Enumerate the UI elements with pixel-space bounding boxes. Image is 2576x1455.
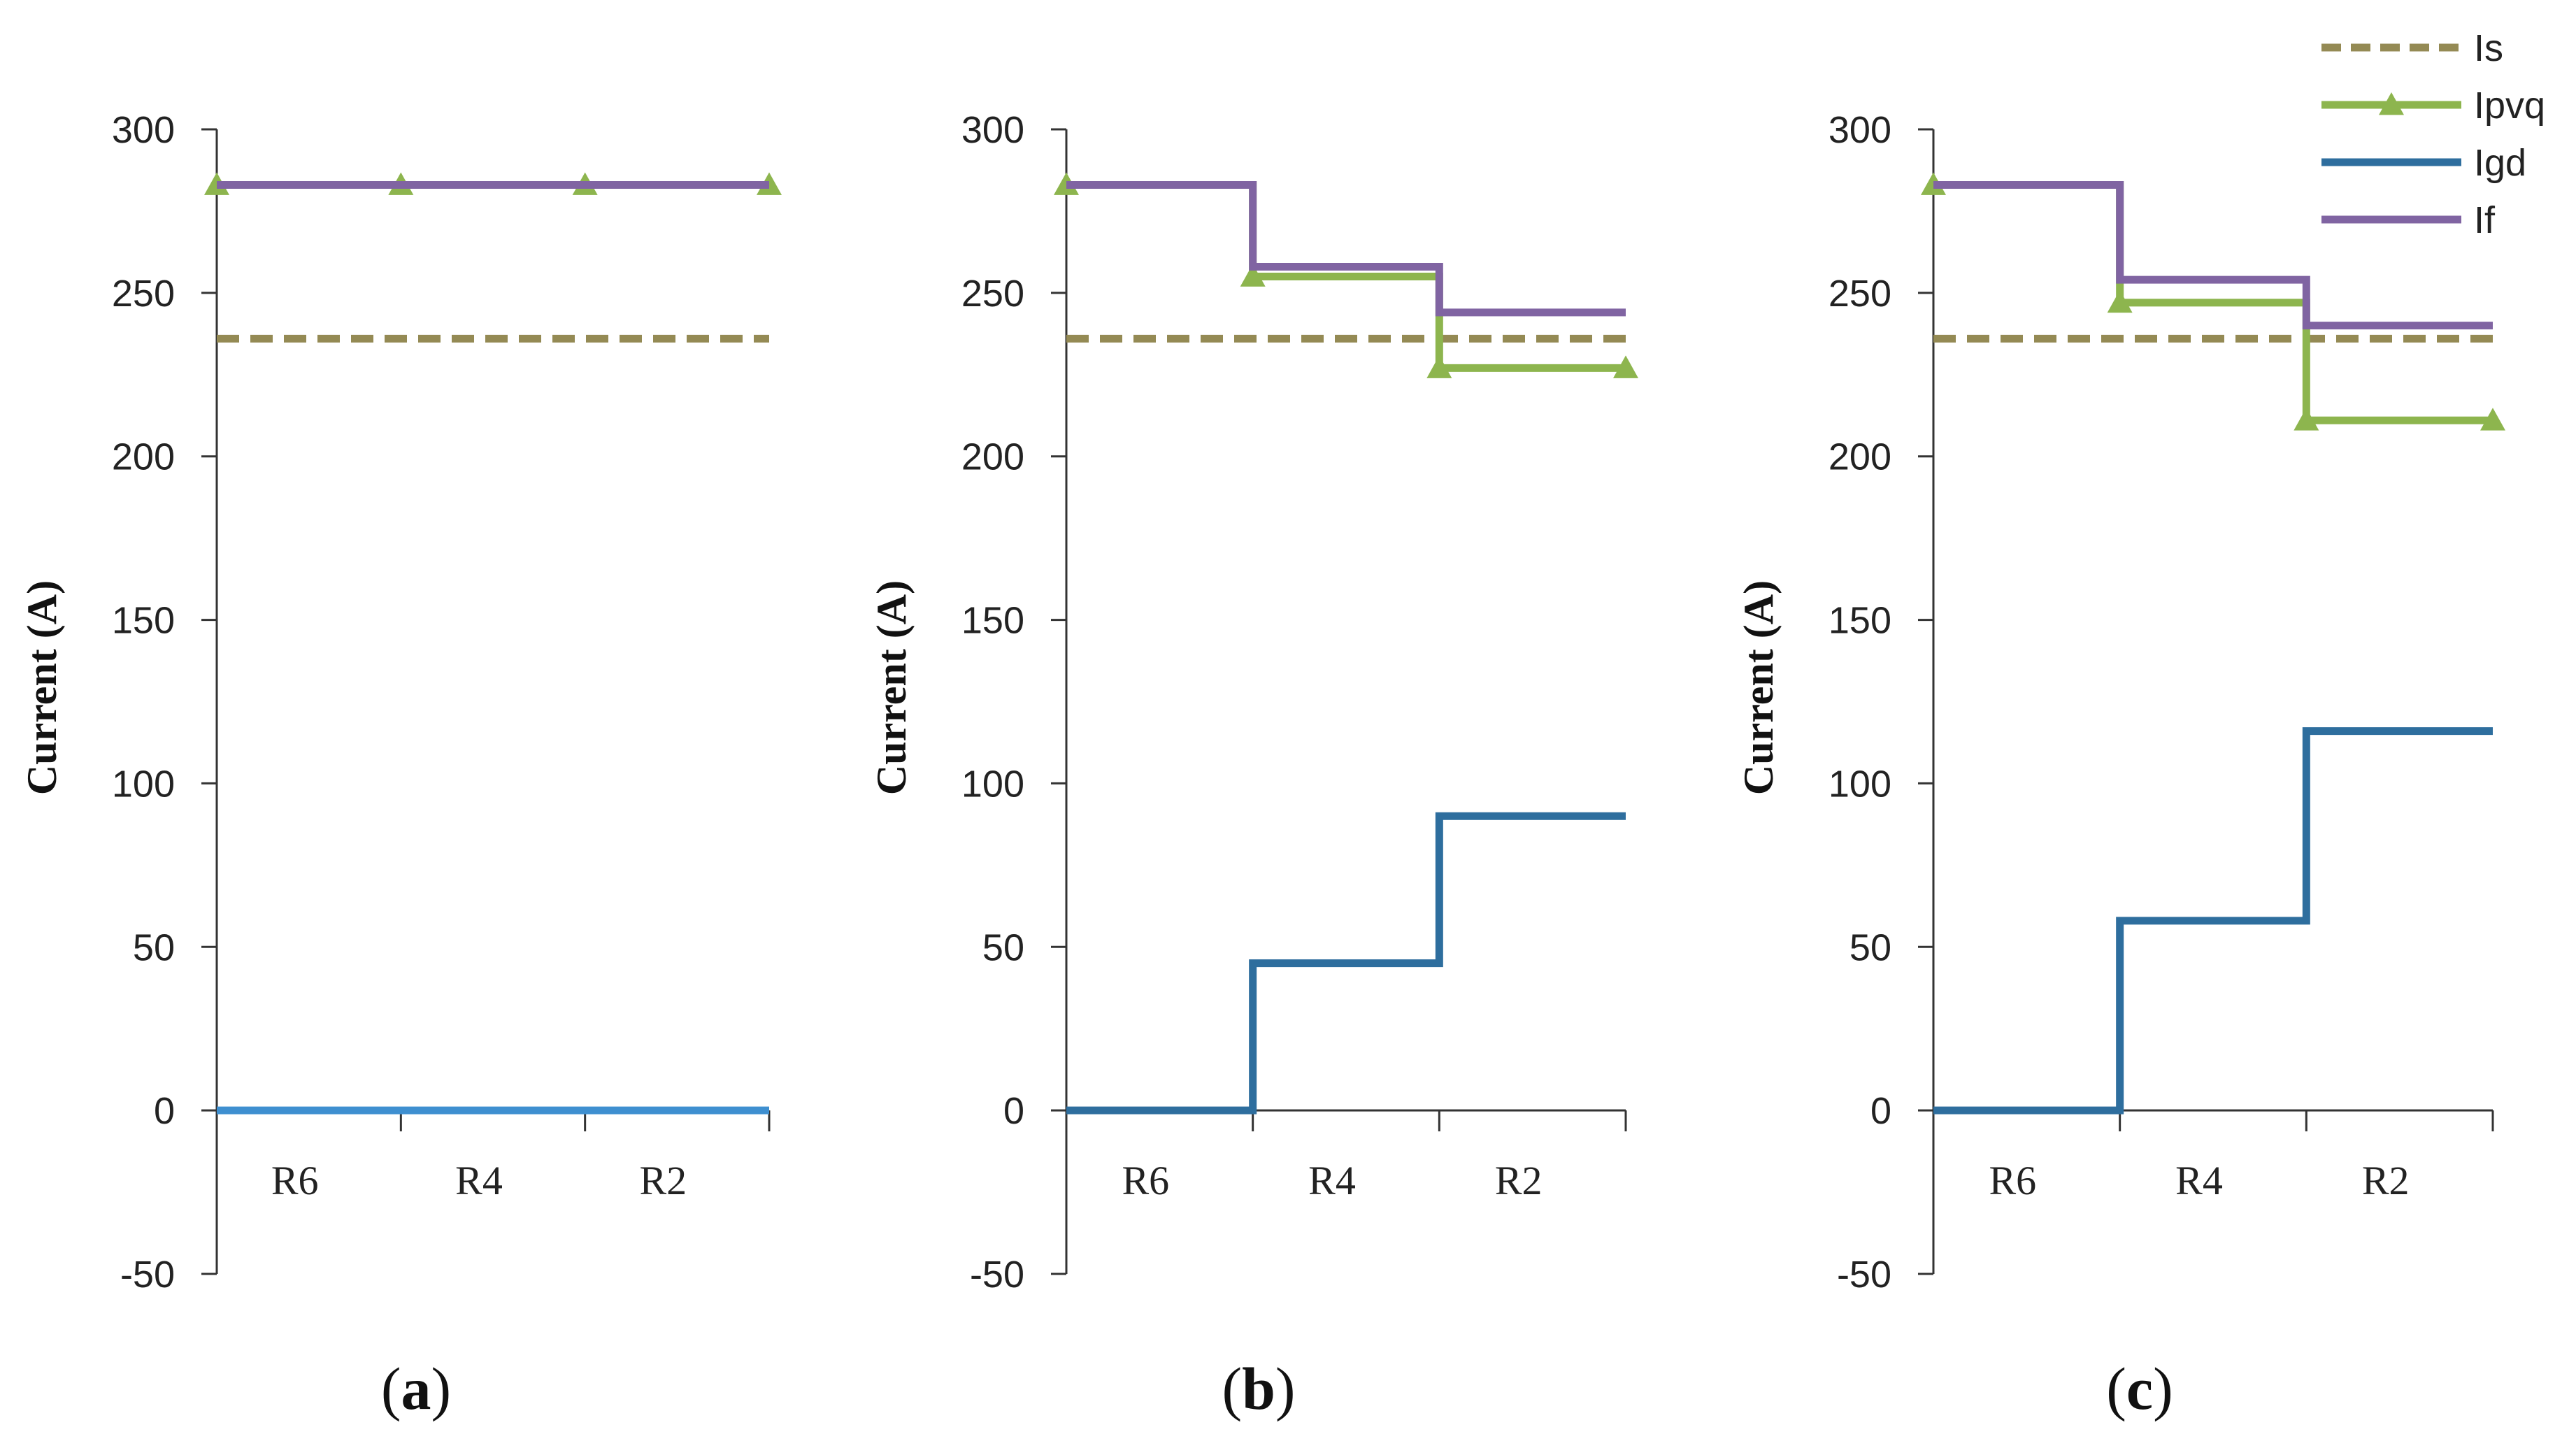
y-tick-label: 300 xyxy=(1829,109,1891,151)
category-label: R2 xyxy=(2362,1158,2410,1203)
y-tick-label: 50 xyxy=(1849,926,1891,968)
y-tick-label: -50 xyxy=(970,1254,1024,1296)
marker-triangle xyxy=(1240,264,1266,287)
category-label: R6 xyxy=(271,1158,319,1203)
series-igd xyxy=(1066,812,1626,1114)
category-label: R2 xyxy=(1495,1158,1543,1203)
y-tick-label: 200 xyxy=(112,436,175,478)
y-tick-label: 0 xyxy=(1870,1090,1891,1132)
category-label: R4 xyxy=(455,1158,503,1203)
y-tick-label: 150 xyxy=(112,600,175,642)
y-axis-label: Current (A) xyxy=(19,580,65,795)
legend-item-igd: Igd xyxy=(2321,142,2526,184)
marker-triangle xyxy=(1613,355,1638,378)
y-tick-label: 100 xyxy=(1829,763,1891,805)
legend-item-ipvq: Ipvq xyxy=(2321,85,2545,127)
panel-b: -50 0 50 100 150 200 250 300 R6 R4 R2 Current (A) (b… xyxy=(868,109,1638,1422)
series-line-igd xyxy=(1066,812,1626,1114)
series-line-if xyxy=(1933,181,2493,330)
y-tick-label: 0 xyxy=(154,1090,175,1132)
y-tick-label: -50 xyxy=(120,1254,175,1296)
legend-item-is: Is xyxy=(2321,27,2503,69)
legend-marker-triangle xyxy=(2379,92,2404,115)
marker-triangle xyxy=(2107,289,2133,313)
y-tick-label: 100 xyxy=(961,763,1024,805)
panel-label: (b) xyxy=(1222,1355,1295,1422)
legend-label: Ipvq xyxy=(2474,85,2545,127)
y-tick-label: 300 xyxy=(961,109,1024,151)
series-line-igd xyxy=(1933,727,2493,1114)
y-tick-label: 200 xyxy=(961,436,1024,478)
y-tick-label: 50 xyxy=(133,926,175,968)
panel-a: -50 0 50 100 150 200 250 300 R6 R4 R2 Current (A) (a… xyxy=(19,109,782,1422)
series-if xyxy=(1933,181,2493,330)
panel-c: -50 0 50 100 150 200 250 300 R6 R4 R2 Current (A) (c… xyxy=(1736,109,2505,1422)
y-axis-label: Current (A) xyxy=(1736,580,1782,795)
y-tick-label: 200 xyxy=(1829,436,1891,478)
y-tick-label: 250 xyxy=(112,273,175,315)
marker-triangle xyxy=(2480,408,2505,431)
series-if xyxy=(1066,181,1626,317)
series-igd xyxy=(1933,727,2493,1114)
marker-triangle xyxy=(2294,408,2319,431)
y-tick-label: 50 xyxy=(982,926,1024,968)
category-label: R2 xyxy=(639,1158,687,1203)
legend-label: Is xyxy=(2474,27,2503,69)
panel-label: (a) xyxy=(381,1355,451,1422)
category-label: R4 xyxy=(1308,1158,1356,1203)
legend: Is Ipvq Igd If xyxy=(2321,27,2545,241)
y-tick-label: -50 xyxy=(1837,1254,1891,1296)
legend-label: Igd xyxy=(2474,142,2526,184)
y-tick-label: 150 xyxy=(1829,600,1891,642)
y-tick-label: 100 xyxy=(112,763,175,805)
y-tick-label: 0 xyxy=(1003,1090,1024,1132)
y-axis-label: Current (A) xyxy=(868,580,915,795)
y-tick-label: 300 xyxy=(112,109,175,151)
y-tick-label: 250 xyxy=(1829,273,1891,315)
legend-label: If xyxy=(2474,199,2496,241)
series-ipvq xyxy=(1054,172,1638,378)
series-ipvq xyxy=(1921,172,2505,431)
panels: -50 0 50 100 150 200 250 300 R6 R4 R2 Current (A) (a… xyxy=(19,109,2505,1422)
series-line-if xyxy=(1066,181,1626,317)
category-label: R4 xyxy=(2175,1158,2223,1203)
category-label: R6 xyxy=(1989,1158,2036,1203)
panel-label: (c) xyxy=(2106,1355,2173,1422)
legend-item-if: If xyxy=(2321,199,2496,241)
marker-triangle xyxy=(1426,355,1452,378)
y-tick-label: 150 xyxy=(961,600,1024,642)
category-label: R6 xyxy=(1122,1158,1169,1203)
y-tick-label: 250 xyxy=(961,273,1024,315)
